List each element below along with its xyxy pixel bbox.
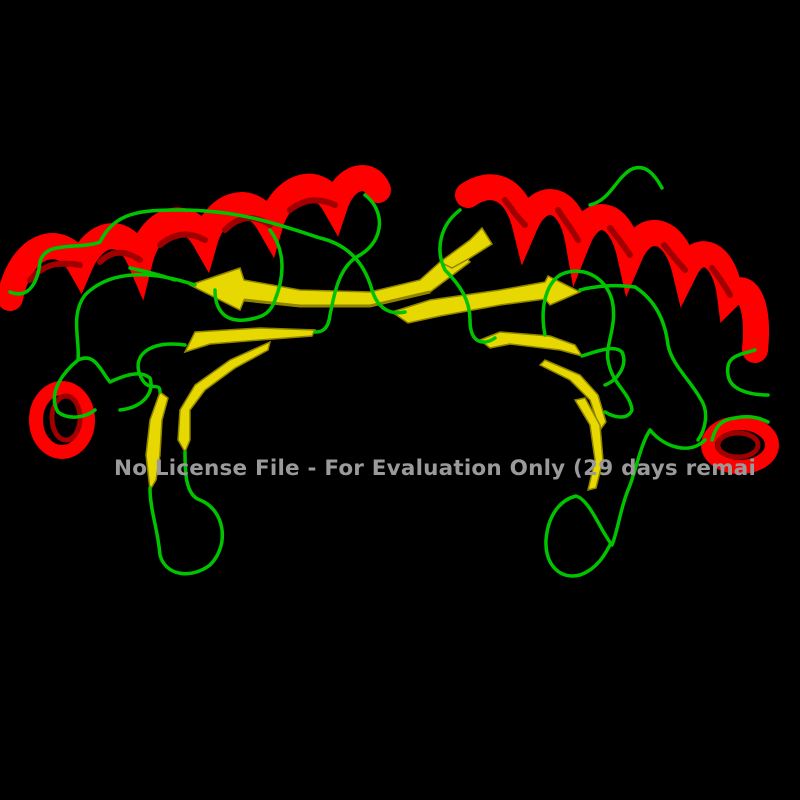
loop	[541, 269, 634, 419]
loop	[578, 284, 708, 442]
beta-strand	[177, 340, 272, 454]
loop	[580, 346, 626, 387]
loop	[438, 208, 497, 344]
loop	[725, 348, 770, 397]
beta-strand	[145, 390, 169, 493]
evaluation-watermark: No License File - For Evaluation Only (2…	[114, 456, 757, 481]
alpha-helices	[0, 165, 779, 474]
alpha-helix-shade	[27, 197, 338, 283]
beta-strand	[183, 327, 317, 354]
loop	[313, 193, 382, 334]
loop	[52, 273, 197, 419]
loop	[8, 208, 407, 315]
beta-strand	[438, 226, 494, 269]
beta-sheets	[145, 226, 607, 493]
loop	[76, 356, 153, 412]
alpha-helix	[701, 416, 779, 474]
alpha-helix-shade	[502, 197, 733, 298]
loop	[544, 428, 707, 578]
beta-strand	[478, 331, 584, 358]
alpha-helix-shade	[715, 430, 761, 460]
alpha-helix	[29, 381, 95, 459]
loop	[148, 450, 225, 576]
loops	[8, 165, 770, 578]
loop	[136, 342, 187, 394]
beta-strand	[573, 397, 604, 492]
loop	[710, 415, 770, 442]
beta-strand	[390, 274, 582, 324]
loop	[128, 266, 177, 282]
loop	[213, 228, 284, 322]
loop	[588, 165, 664, 207]
